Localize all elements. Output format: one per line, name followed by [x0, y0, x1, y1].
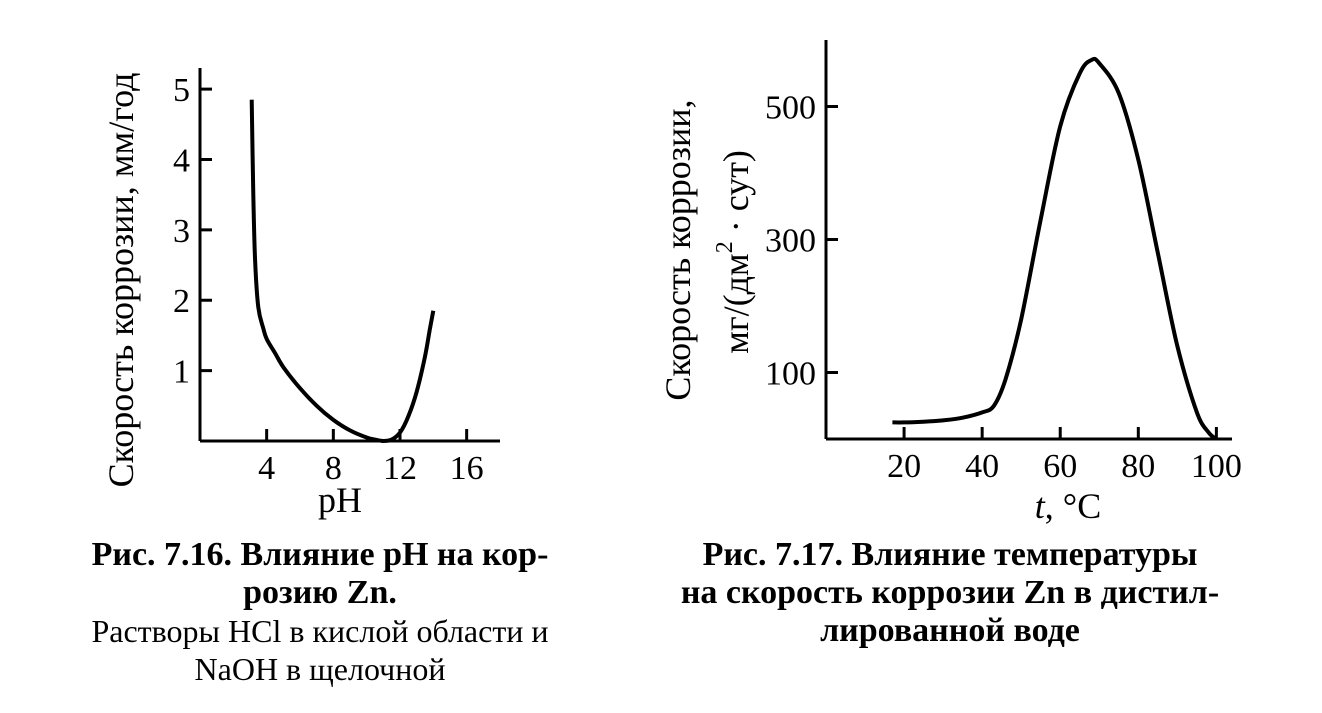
chart1-x-axis-label: pH [318, 480, 362, 520]
chart2-y-tick-label-1: 300 [765, 223, 816, 260]
chart1-y-tick-label-3: 4 [173, 142, 190, 179]
chart2-y-axis-label-line2: мг/(дм2 · сут) [712, 150, 756, 354]
chart1-y-tick-label-0: 1 [173, 354, 190, 391]
chart1-y-tick-label-1: 2 [173, 283, 190, 320]
chart2-x-tick-label-0: 20 [887, 448, 921, 485]
chart1-y-tick-label-4: 5 [173, 72, 190, 109]
caption-7-17-title-line2: на скорость коррозии Zn в дистил- [680, 574, 1220, 611]
chart2-series-line [892, 56, 1218, 441]
chart2-x-axis-label: t, °С [1035, 486, 1101, 526]
chart2-x-tick-label-1: 40 [965, 448, 999, 485]
chart2-x-tick-label-4: 100 [1191, 448, 1242, 485]
caption-7-16-line4: NaOH в щелочной [194, 651, 446, 687]
chart2-x-tick-label-3: 80 [1121, 448, 1155, 485]
chart1-y-axis-label: Скорость коррозии, мм/год [101, 73, 141, 488]
chart1-x-tick-label-0: 4 [258, 450, 275, 487]
caption-7-17-title-line1: Рис. 7.17. Влияние температуры [702, 536, 1198, 573]
caption-7-17-title-line3: лированной воде [820, 612, 1080, 649]
chart1-x-tick-label-2: 12 [383, 450, 417, 487]
chart1-y-tick-label-2: 3 [173, 213, 190, 250]
chart1-x-tick-label-1: 8 [325, 450, 342, 487]
caption-7-16-line3: Растворы HCl в кислой области и [91, 613, 549, 649]
chart2-y-tick-label-0: 100 [765, 356, 816, 393]
caption-figure-7-16: Рис. 7.16. Влияние рН на кор- розию Zn. … [30, 536, 610, 688]
chart1-x-tick-label-3: 16 [450, 450, 484, 487]
chart2-y-tick-label-2: 500 [765, 90, 816, 127]
caption-7-16-title-line2: розию Zn. [243, 574, 397, 611]
chart1-series-line [249, 99, 436, 444]
caption-7-16-title-line1: Рис. 7.16. Влияние рН на кор- [91, 536, 549, 573]
chart-temperature-corrosion: 100 300 500 20 40 60 80 100 Скорость коррозии,… [658, 40, 1242, 526]
chart2-y-axis-label-line1: Скорость коррозии, [658, 99, 698, 400]
chart2-x-tick-label-2: 60 [1043, 448, 1077, 485]
caption-figure-7-17: Рис. 7.17. Влияние температуры на скорос… [630, 536, 1270, 650]
